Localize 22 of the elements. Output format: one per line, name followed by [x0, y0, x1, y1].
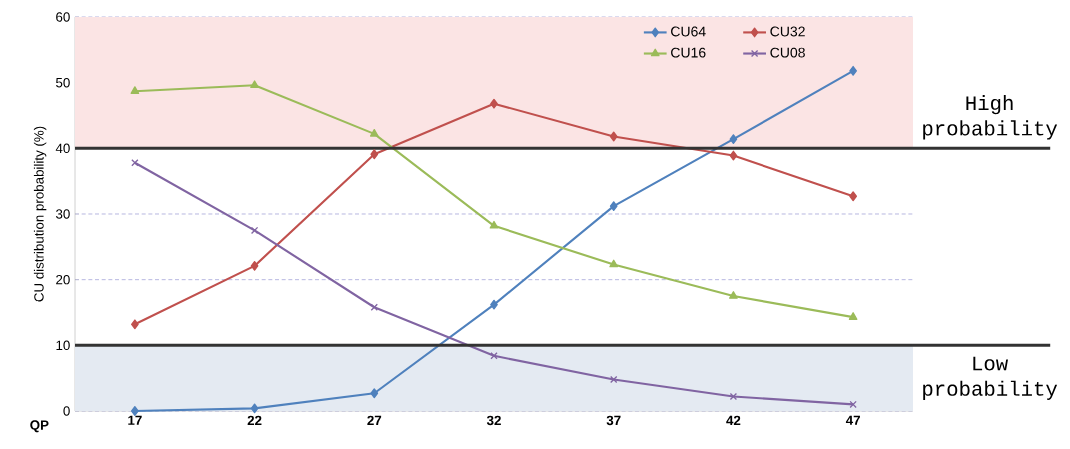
y-axis-title: CU distribution probability (%) [33, 126, 47, 302]
x-axis-title: QP [30, 420, 49, 433]
y-tick-label: 10 [56, 340, 70, 351]
x-tick-label: 22 [247, 415, 262, 425]
y-tick-label: 50 [56, 77, 70, 88]
y-tick-label: 30 [55, 209, 70, 219]
x-tick-label: 27 [367, 415, 382, 425]
legend-label: CU32 [770, 26, 805, 37]
y-tick-label: 20 [56, 274, 70, 285]
legend-label: CU64 [671, 26, 706, 37]
ref-line-label: Low probability [923, 356, 1058, 400]
y-tick-label: 60 [56, 12, 70, 22]
x-tick-label: 42 [726, 415, 741, 425]
x-tick-label: 32 [486, 415, 501, 426]
legend-label: CU16 [671, 47, 706, 58]
ref-line-label: High probability [923, 95, 1058, 140]
legend-label: CU08 [770, 47, 805, 58]
x-tick-label: 17 [128, 415, 142, 425]
y-tick-label: 40 [55, 143, 70, 154]
y-tick-label: 0 [63, 406, 70, 416]
x-tick-label: 37 [606, 415, 621, 426]
x-tick-label: 47 [845, 415, 860, 425]
